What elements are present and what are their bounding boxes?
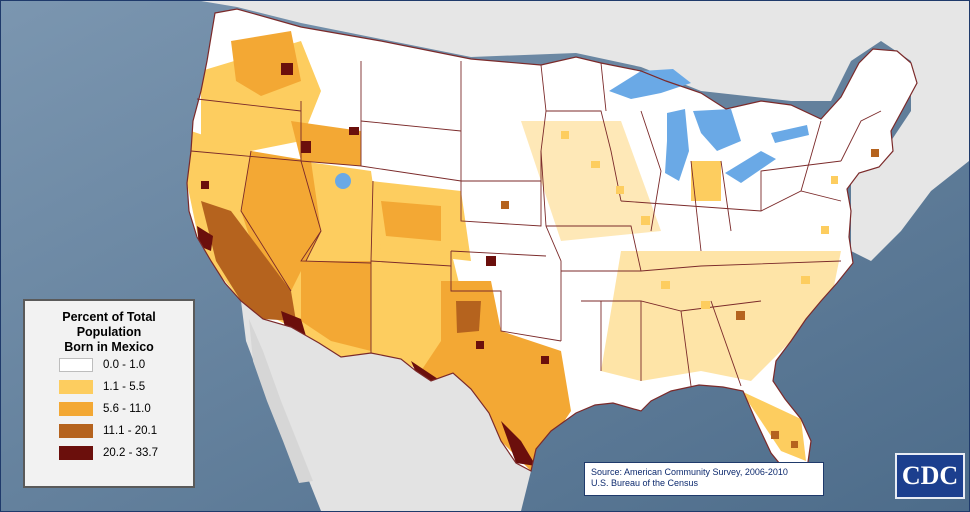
legend-row: 5.6 - 11.0 — [59, 402, 151, 416]
region-tx-panhandle-dark — [456, 301, 481, 333]
legend-swatch — [59, 358, 93, 372]
county-speckle — [201, 63, 879, 448]
region-rio-grande-darkest — [501, 421, 536, 466]
legend-swatch — [59, 446, 93, 460]
region-florida-light — [741, 391, 806, 461]
region-wa-medium — [231, 31, 301, 96]
legend-label: 5.6 - 11.0 — [103, 403, 151, 415]
map-legend: Percent of Total Population Born in Mexi… — [23, 299, 195, 488]
legend-row: 11.1 - 20.1 — [59, 424, 157, 438]
legend-swatch — [59, 380, 93, 394]
legend-row: 0.0 - 1.0 — [59, 358, 145, 372]
region-midwest-light — [521, 121, 661, 241]
legend-title-line1: Percent of Total Population — [62, 310, 156, 339]
legend-title: Percent of Total Population Born in Mexi… — [25, 310, 193, 355]
legend-label: 0.0 - 1.0 — [103, 359, 146, 371]
great-salt-lake — [335, 173, 351, 189]
region-idaho-medium — [291, 121, 361, 166]
cdc-logo: CDC — [895, 453, 965, 499]
region-arizona-medium — [301, 261, 371, 351]
legend-row: 1.1 - 5.5 — [59, 380, 145, 394]
baja-peninsula — [249, 319, 313, 483]
legend-label: 11.1 - 20.1 — [103, 425, 158, 437]
legend-label: 1.1 - 5.5 — [103, 381, 146, 393]
region-colorado-medium — [381, 201, 441, 241]
source-note: Source: American Community Survey, 2006-… — [584, 462, 824, 496]
legend-swatch — [59, 402, 93, 416]
legend-label: 20.2 - 33.7 — [103, 447, 158, 459]
lake-erie — [725, 151, 776, 183]
canada-land — [201, 1, 969, 261]
lake-michigan — [665, 109, 689, 181]
region-california-dark — [201, 201, 296, 321]
source-line2: U.S. Bureau of the Census — [591, 478, 699, 488]
legend-row: 20.2 - 33.7 — [59, 446, 158, 460]
source-line1: Source: American Community Survey, 2006-… — [591, 467, 788, 477]
lake-ontario — [771, 125, 809, 143]
lake-superior — [609, 69, 691, 99]
legend-title-line2: Born in Mexico — [64, 340, 154, 354]
mexico-land — [241, 301, 531, 511]
cdc-logo-text: CDC — [901, 461, 959, 490]
lake-huron — [693, 109, 741, 151]
legend-swatch — [59, 424, 93, 438]
region-chicago-light — [691, 161, 721, 201]
